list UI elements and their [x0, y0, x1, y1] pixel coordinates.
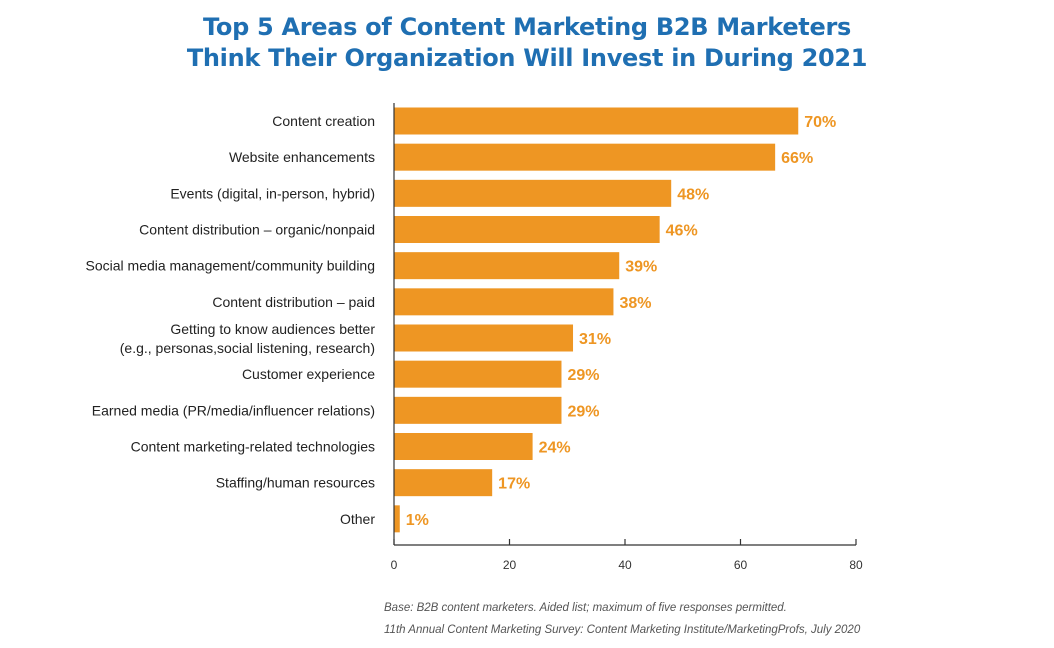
- category-label-5: Social media management/community buildi…: [86, 258, 375, 274]
- category-label-8: Customer experience: [242, 366, 375, 382]
- x-tick-label-20: 20: [503, 558, 517, 572]
- bar-value-label-12: 1%: [406, 512, 429, 529]
- bar-value-label-7: 31%: [579, 331, 611, 348]
- x-tick-label-60: 60: [734, 558, 748, 572]
- bar-value-label-4: 46%: [666, 223, 698, 240]
- bar-value-label-9: 29%: [567, 403, 599, 420]
- bar-4: [394, 216, 660, 243]
- bar-5: [394, 252, 620, 280]
- bar-2: [394, 143, 776, 171]
- category-label-9: Earned media (PR/media/influencer relati…: [92, 402, 375, 418]
- bar-value-label-11: 17%: [498, 476, 530, 493]
- bar-6: [394, 288, 614, 316]
- category-label-3: Events (digital, in-person, hybrid): [170, 185, 375, 201]
- category-label-12: Other: [340, 511, 375, 527]
- bar-1: [394, 107, 799, 135]
- bar-value-label-6: 38%: [619, 295, 651, 312]
- bar-value-label-1: 70%: [804, 114, 836, 131]
- bar-value-label-8: 29%: [567, 367, 599, 384]
- bar-12: [394, 505, 400, 533]
- chart-title: Top 5 Areas of Content Marketing B2B Mar…: [0, 12, 1054, 74]
- category-label-10: Content marketing-related technologies: [131, 439, 375, 455]
- x-tick-label-40: 40: [618, 558, 632, 572]
- bar-7: [394, 324, 574, 352]
- bar-value-label-2: 66%: [781, 150, 813, 167]
- bar-value-label-5: 39%: [625, 259, 657, 276]
- bar-9: [394, 396, 562, 424]
- bar-8: [394, 360, 562, 388]
- chart-title-line-2: Think Their Organization Will Invest in …: [186, 44, 868, 72]
- category-label-11: Staffing/human resources: [216, 475, 375, 491]
- category-label-4: Content distribution – organic/nonpaid: [139, 222, 375, 238]
- bar-11: [394, 469, 493, 497]
- category-label-7: Getting to know audiences better (e.g., p…: [120, 321, 376, 356]
- footnote-source: 11th Annual Content Marketing Survey: Co…: [384, 624, 861, 636]
- category-label-2: Website enhancements: [229, 149, 375, 165]
- category-label-6: Content distribution – paid: [212, 294, 375, 310]
- bar-3: [394, 179, 672, 207]
- chart-title-line-1: Top 5 Areas of Content Marketing B2B Mar…: [203, 13, 851, 41]
- bar-10: [394, 433, 533, 460]
- x-tick-label-80: 80: [849, 558, 863, 572]
- footnote-base: Base: B2B content marketers. Aided list;…: [384, 602, 787, 614]
- x-tick-label-0: 0: [391, 558, 398, 572]
- bar-value-label-3: 48%: [677, 186, 709, 203]
- bar-value-label-10: 24%: [539, 440, 571, 457]
- category-label-1: Content creation: [272, 113, 375, 129]
